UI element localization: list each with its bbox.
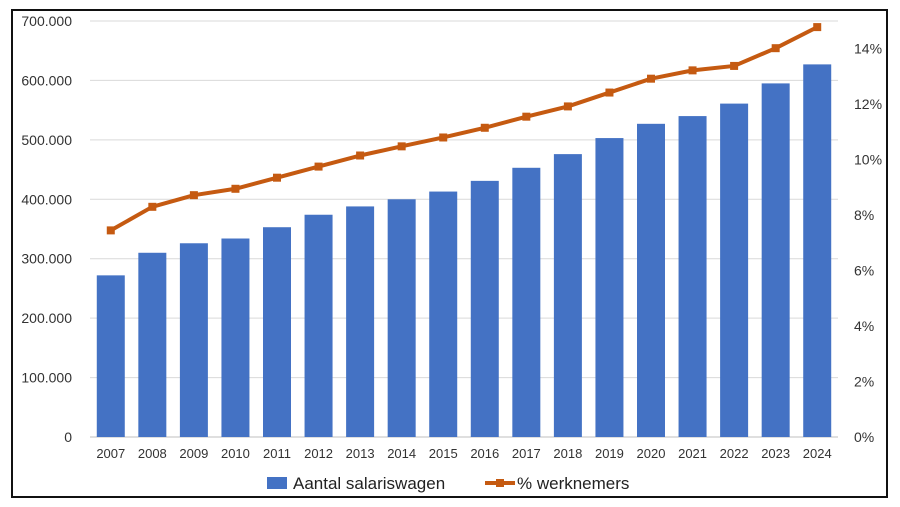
line-marker xyxy=(231,184,240,193)
left-tick-label: 600.000 xyxy=(21,72,72,88)
line-marker xyxy=(813,23,822,32)
bar xyxy=(470,180,499,437)
bar xyxy=(387,199,416,437)
x-tick-label: 2021 xyxy=(678,446,707,461)
x-tick-label: 2009 xyxy=(179,446,208,461)
x-tick-label: 2011 xyxy=(263,446,291,461)
bar xyxy=(595,138,624,437)
bar xyxy=(637,123,665,437)
right-axis-ticks: 0% 2% 4% 6% 8% 10% 12% 14% xyxy=(854,41,882,445)
left-tick-label: 300.000 xyxy=(21,251,72,267)
x-tick-label: 2014 xyxy=(387,446,416,461)
x-tick-label: 2023 xyxy=(761,446,790,461)
line-marker xyxy=(106,226,115,235)
bar xyxy=(346,206,375,437)
x-tick-label: 2018 xyxy=(553,446,582,461)
bar xyxy=(678,116,707,437)
bar xyxy=(553,154,582,437)
line-marker xyxy=(563,102,572,111)
line-marker xyxy=(189,191,198,200)
right-tick-label: 8% xyxy=(854,207,874,223)
gridlines xyxy=(90,20,838,438)
x-tick-label: 2015 xyxy=(429,446,458,461)
left-tick-label: 100.000 xyxy=(21,370,72,386)
x-tick-label: 2012 xyxy=(304,446,333,461)
bar xyxy=(512,167,541,437)
bar xyxy=(720,103,749,437)
bar xyxy=(179,243,208,437)
bar xyxy=(429,191,458,437)
line-marker xyxy=(605,88,614,97)
x-tick-label: 2017 xyxy=(512,446,541,461)
line-series xyxy=(106,23,822,235)
right-tick-label: 10% xyxy=(854,152,882,168)
x-tick-label: 2008 xyxy=(138,446,167,461)
line-marker xyxy=(397,142,406,151)
line-marker xyxy=(356,151,365,160)
bar-series xyxy=(96,64,832,438)
bar xyxy=(761,83,790,438)
bar xyxy=(96,275,125,437)
right-tick-label: 14% xyxy=(854,41,882,57)
x-tick-label: 2007 xyxy=(96,446,125,461)
x-tick-label: 2024 xyxy=(803,446,832,461)
x-tick-label: 2010 xyxy=(221,446,250,461)
line-marker xyxy=(314,162,323,171)
bar xyxy=(221,238,250,437)
bar xyxy=(138,252,167,437)
x-tick-label: 2020 xyxy=(637,446,666,461)
line-marker xyxy=(148,202,157,211)
legend: Aantal salariswagen % werknemers xyxy=(267,474,629,493)
line-marker xyxy=(480,123,489,132)
line-marker xyxy=(771,44,780,53)
line-marker xyxy=(273,173,281,182)
line-path xyxy=(109,25,819,233)
bar xyxy=(263,227,291,437)
right-tick-label: 2% xyxy=(854,374,874,390)
x-tick-label: 2016 xyxy=(470,446,499,461)
left-tick-label: 0 xyxy=(64,429,72,445)
left-tick-label: 500.000 xyxy=(21,132,72,148)
left-tick-label: 400.000 xyxy=(21,191,72,207)
line-marker xyxy=(647,74,655,83)
x-axis-ticks: 2007 2008 2009 2010 2011 2012 2013 2014 2015 2016… xyxy=(96,446,831,461)
legend-label-line: % werknemers xyxy=(517,474,629,493)
left-axis-ticks: 0 100.000 200.000 300.000 400.000 500.000 600.… xyxy=(21,13,72,445)
x-tick-label: 2022 xyxy=(720,446,749,461)
legend-label-bar: Aantal salariswagen xyxy=(293,474,445,493)
left-tick-label: 700.000 xyxy=(21,13,72,29)
x-tick-label: 2019 xyxy=(595,446,624,461)
right-tick-label: 6% xyxy=(854,263,874,279)
right-tick-label: 4% xyxy=(854,318,874,334)
right-tick-label: 0% xyxy=(854,429,874,445)
legend-swatch-bar xyxy=(267,477,287,489)
line-marker xyxy=(730,61,739,70)
left-tick-label: 200.000 xyxy=(21,310,72,326)
bar xyxy=(304,214,333,437)
line-marker xyxy=(688,66,697,75)
legend-marker-line xyxy=(496,479,504,487)
bar xyxy=(803,64,832,437)
x-tick-label: 2013 xyxy=(346,446,375,461)
line-marker xyxy=(439,133,448,142)
right-tick-label: 12% xyxy=(854,96,882,112)
line-marker xyxy=(522,112,531,121)
